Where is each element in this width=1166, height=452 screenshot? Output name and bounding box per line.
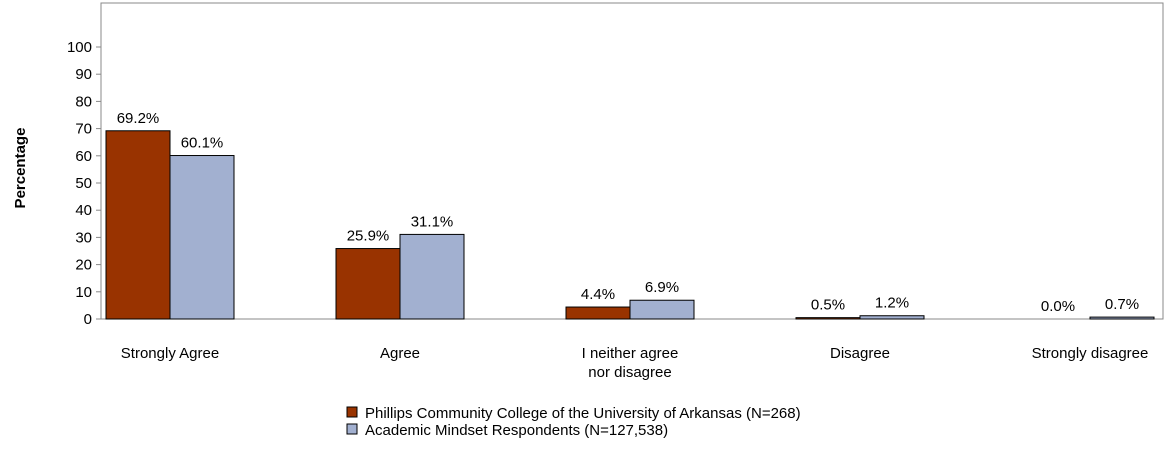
legend-swatch — [346, 423, 358, 435]
bar-respondents — [1089, 316, 1155, 320]
data-label: 0.7% — [1105, 296, 1139, 313]
bar-respondents — [629, 299, 695, 320]
bar-institution — [795, 317, 861, 320]
y-tick-label: 80 — [75, 93, 92, 110]
legend-label: Academic Mindset Respondents (N=127,538) — [365, 422, 668, 439]
data-label: 0.0% — [1041, 298, 1075, 315]
y-tick-label: 20 — [75, 257, 92, 274]
x-category-label: Disagree — [830, 345, 890, 362]
x-category-label: Strongly Agree — [121, 345, 219, 362]
plot-area-border — [100, 2, 1164, 320]
bar-respondents — [169, 155, 235, 320]
bar-institution — [105, 130, 171, 320]
y-tick-label: 60 — [75, 148, 92, 165]
bar-respondents — [399, 233, 465, 320]
y-tick-label: 0 — [84, 311, 92, 328]
x-category-label: Strongly disagree — [1032, 345, 1149, 362]
data-label: 25.9% — [347, 228, 390, 245]
bars — [105, 130, 1155, 320]
bar-respondents — [859, 315, 925, 320]
x-axis-labels: Strongly Agree Agree I neither agree nor di… — [121, 345, 1149, 381]
y-tick-label: 30 — [75, 229, 92, 246]
legend-swatch — [346, 406, 358, 418]
y-tick-label: 10 — [75, 284, 92, 301]
bar-institution — [335, 248, 401, 320]
data-label: 31.1% — [411, 213, 454, 230]
y-axis-label: Percentage — [12, 128, 29, 209]
y-tick-label: 50 — [75, 175, 92, 192]
legend: Phillips Community College of the Univer… — [346, 405, 801, 439]
data-label: 1.2% — [875, 295, 909, 312]
data-label: 4.4% — [581, 286, 615, 303]
data-label: 60.1% — [181, 135, 224, 152]
y-tick-label: 90 — [75, 66, 92, 83]
data-labels: 69.2% 60.1% 25.9% 31.1% 4.4% 6.9% 0.5% 1.2% 0.0%… — [117, 110, 1139, 315]
data-label: 6.9% — [645, 279, 679, 296]
x-category-label: I neither agree nor disagree — [582, 345, 679, 381]
data-label: 69.2% — [117, 110, 160, 127]
y-tick-label: 100 — [67, 39, 92, 56]
x-category-label: Agree — [380, 345, 420, 362]
y-tick-label: 40 — [75, 202, 92, 219]
y-tick-label: 70 — [75, 121, 92, 138]
legend-label: Phillips Community College of the Univer… — [365, 405, 801, 422]
bar-institution — [565, 306, 631, 320]
data-label: 0.5% — [811, 297, 845, 314]
